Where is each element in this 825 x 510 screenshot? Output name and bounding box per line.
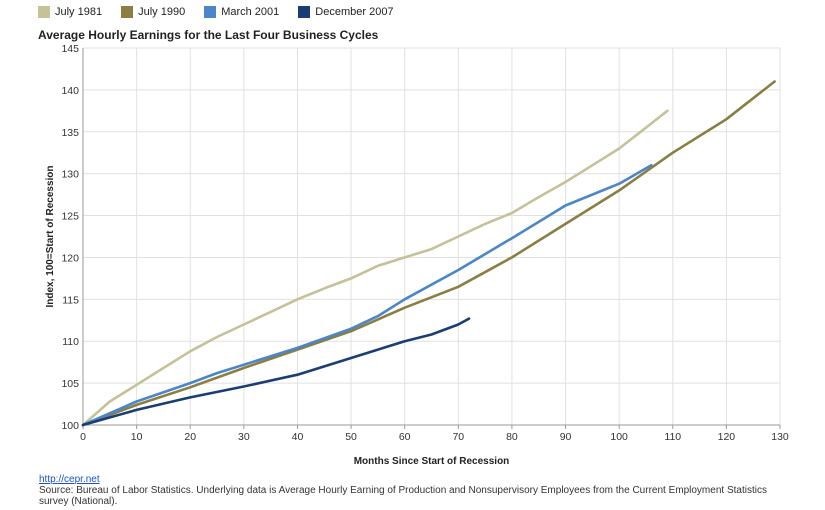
chart-title: Average Hourly Earnings for the Last Fou… xyxy=(38,28,379,42)
legend-label: July 1990 xyxy=(138,6,186,18)
legend-swatch xyxy=(204,6,217,18)
y-axis-label: Index, 100=Start of Recession xyxy=(45,165,56,307)
x-tick-label: 120 xyxy=(718,431,736,443)
x-tick-label: 10 xyxy=(131,431,143,443)
y-tick-label: 110 xyxy=(62,336,79,348)
series-line xyxy=(81,164,653,427)
x-tick-label: 90 xyxy=(560,431,572,443)
x-tick-label: 50 xyxy=(345,431,357,443)
legend-item[interactable]: December 2007 xyxy=(298,6,394,18)
legend-swatch xyxy=(121,6,134,18)
y-tick-label: 100 xyxy=(61,420,79,432)
y-tick-label: 140 xyxy=(61,85,79,97)
x-tick-label: 80 xyxy=(506,431,518,443)
line-chart: 0 10 20 30 40 50 60 70 80 90 100 110 120 130 100 105 110… xyxy=(45,43,789,467)
series-line xyxy=(81,80,776,427)
legend-swatch xyxy=(298,6,311,18)
legend-label: July 1981 xyxy=(55,6,103,18)
y-tick-label: 120 xyxy=(61,252,79,264)
legend-item[interactable]: July 1981 xyxy=(38,6,102,18)
chart-legend: July 1981 July 1990 March 2001 December 200… xyxy=(38,4,413,20)
x-tick-label: 70 xyxy=(452,431,464,443)
y-tick-label: 115 xyxy=(62,294,79,306)
y-tick-label: 145 xyxy=(61,43,79,55)
x-tick-label: 130 xyxy=(771,431,789,443)
legend-swatch xyxy=(38,6,50,18)
y-tick-label: 125 xyxy=(61,211,79,223)
x-tick-label: 60 xyxy=(399,431,411,443)
legend-label: March 2001 xyxy=(221,6,280,18)
chart-footer: http://cepr.net Source: Bureau of Labor … xyxy=(39,474,799,507)
series-line xyxy=(81,317,471,427)
source-link[interactable]: http://cepr.net xyxy=(39,474,100,485)
y-tick-label: 105 xyxy=(61,378,79,390)
legend-item[interactable]: July 1990 xyxy=(121,6,185,18)
x-tick-label: 0 xyxy=(80,431,86,443)
x-tick-label: 30 xyxy=(238,431,250,443)
x-axis-label: Months Since Start of Recession xyxy=(354,456,510,467)
source-note: Source: Bureau of Labor Statistics. Unde… xyxy=(39,485,767,507)
y-tick-label: 135 xyxy=(61,127,79,139)
y-tick-label: 130 xyxy=(61,169,79,181)
x-tick-label: 40 xyxy=(292,431,304,443)
plot-area xyxy=(83,48,780,425)
legend-item[interactable]: March 2001 xyxy=(204,6,279,18)
x-tick-label: 110 xyxy=(664,431,681,443)
legend-label: December 2007 xyxy=(315,6,394,18)
series-line xyxy=(81,109,669,427)
x-tick-label: 100 xyxy=(610,431,628,443)
x-tick-label: 20 xyxy=(184,431,196,443)
